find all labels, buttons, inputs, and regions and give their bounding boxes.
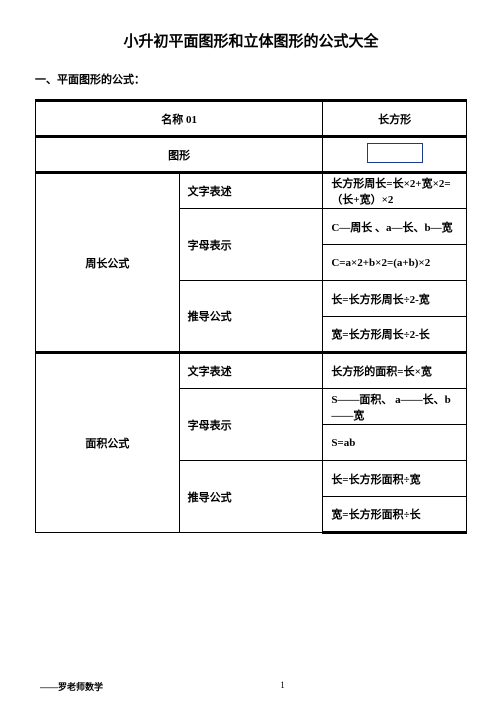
page-footer: ——罗老师数学 1 [40, 680, 462, 693]
footer-author: ——罗老师数学 [40, 680, 103, 693]
p-text-label: 文字表述 [179, 173, 323, 209]
a-text-label: 文字表述 [179, 353, 323, 389]
a-text-content: 长方形的面积=长×宽 [323, 353, 467, 389]
p-derive-content2: 宽=长方形周长÷2-长 [323, 317, 467, 353]
shape-label-cell: 图形 [36, 137, 323, 173]
shape-title-cell: 长方形 [323, 101, 467, 137]
rectangle-icon [367, 143, 423, 163]
a-derive-label: 推导公式 [179, 461, 323, 533]
p-derive-content1: 长=长方形周长÷2-宽 [323, 281, 467, 317]
section-header: 一、平面图形的公式： [35, 71, 467, 87]
p-derive-label: 推导公式 [179, 281, 323, 353]
a-derive-content2: 宽=长方形面积÷长 [323, 497, 467, 533]
perimeter-category: 周长公式 [36, 173, 180, 353]
p-letter-label: 字母表示 [179, 209, 323, 281]
p-letter-content1: C—周长 、a—长、b—宽 [323, 209, 467, 245]
name-label-cell: 名称 01 [36, 101, 323, 137]
page-title: 小升初平面图形和立体图形的公式大全 [35, 30, 467, 51]
a-letter-label: 字母表示 [179, 389, 323, 461]
formula-table: 名称 01 长方形 图形 周长公式 文字表述 长方形周长=长×2+宽×2=（长+… [35, 99, 467, 534]
a-derive-content1: 长=长方形面积÷宽 [323, 461, 467, 497]
a-letter-content1: S——面积、 a——长、b——宽 [323, 389, 467, 425]
a-letter-content2: S=ab [323, 425, 467, 461]
p-text-content: 长方形周长=长×2+宽×2=（长+宽）×2 [323, 173, 467, 209]
p-letter-content2: C=a×2+b×2=(a+b)×2 [323, 245, 467, 281]
shape-figure-cell [323, 137, 467, 173]
area-category: 面积公式 [36, 353, 180, 533]
footer-page-number: 1 [40, 680, 462, 690]
